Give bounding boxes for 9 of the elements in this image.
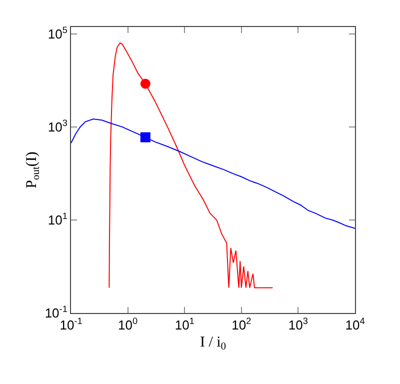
x-tick-label: 10$^{0}$ — [118, 316, 138, 333]
x-tick-label: 10$^{2}$ — [232, 316, 252, 333]
y-tick-label: 10$^{5}$ — [48, 25, 68, 42]
x-axis-title: I / i$_{0}$ — [200, 334, 226, 353]
x-tick-label: 10$^{4}$ — [345, 316, 365, 333]
x-tick-label: 10$^{3}$ — [288, 316, 308, 333]
y-tick-label: 10$^{3}$ — [48, 118, 68, 135]
y-tick-label: 10$^{1}$ — [48, 211, 68, 228]
x-tick-label: 10$^{1}$ — [174, 316, 194, 333]
